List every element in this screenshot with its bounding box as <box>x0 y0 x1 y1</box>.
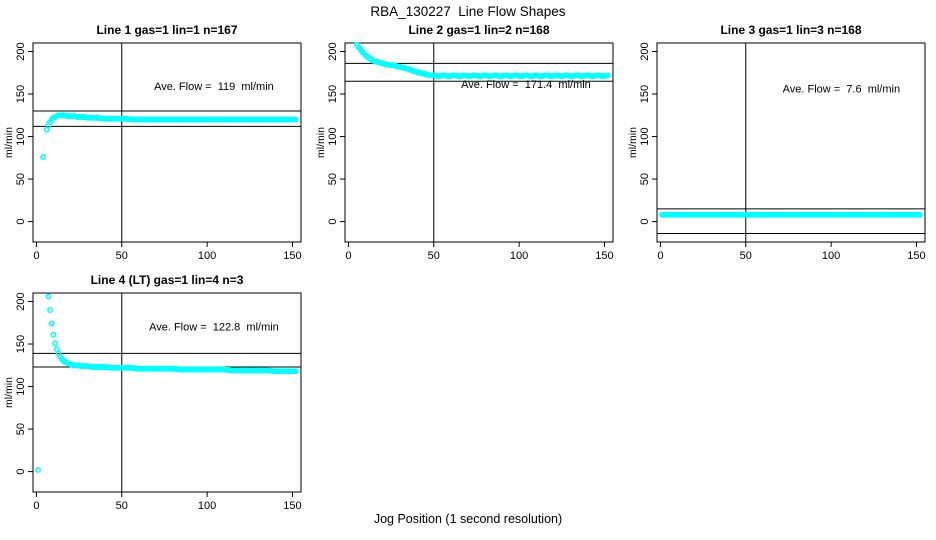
data-point <box>48 320 55 327</box>
plot-box <box>344 42 614 243</box>
y-axis-label: ml/min <box>627 127 639 158</box>
x-tick-label: 0 <box>657 250 663 262</box>
data-point <box>50 331 57 338</box>
y-tick-label: 50 <box>327 173 339 185</box>
subplot-title: Line 4 (LT) gas=1 lin=4 n=3 <box>91 273 244 287</box>
x-tick-label: 50 <box>116 250 128 262</box>
data-point <box>916 211 923 218</box>
x-tick-label: 100 <box>822 250 840 262</box>
subplot-title: Line 2 gas=1 lin=2 n=168 <box>408 23 549 37</box>
data-point <box>52 340 59 347</box>
x-tick-label: 150 <box>283 500 301 512</box>
y-tick-label: 50 <box>15 173 27 185</box>
data-point <box>40 154 47 160</box>
data-points <box>35 293 299 473</box>
plot-box <box>32 42 302 243</box>
x-tick-label: 0 <box>345 250 351 262</box>
subplot-2: Line 2 gas=1 lin=2 n=168 0 50 100 150 0 50 100 1… <box>315 23 614 262</box>
y-tick-label: 0 <box>15 219 27 225</box>
data-points <box>353 41 611 80</box>
data-point <box>292 116 299 123</box>
y-tick-label: 100 <box>639 127 651 145</box>
y-axis-label: ml/min <box>3 127 15 158</box>
data-point <box>35 466 42 473</box>
y-tick-label: 150 <box>327 85 339 103</box>
data-point <box>604 72 611 79</box>
y-tick-label: 100 <box>15 377 27 395</box>
y-tick-label: 150 <box>15 85 27 103</box>
x-tick-label: 150 <box>907 250 925 262</box>
x-tick-label: 100 <box>198 250 216 262</box>
subplot-4: Line 4 (LT) gas=1 lin=4 n=3 0 50 100 150 0 50 1… <box>3 273 302 512</box>
plot-box <box>32 292 302 493</box>
data-point <box>45 293 52 300</box>
ave-flow-annotation: Ave. Flow = 7.6 ml/min <box>783 83 900 95</box>
x-tick-label: 50 <box>116 500 128 512</box>
y-tick-label: 150 <box>15 335 27 353</box>
y-tick-label: 100 <box>327 127 339 145</box>
x-tick-label: 50 <box>428 250 440 262</box>
x-tick-label: 0 <box>33 500 39 512</box>
ave-flow-annotation: Ave. Flow = 122.8 ml/min <box>149 321 279 333</box>
ave-flow-annotation: Ave. Flow = 119 ml/min <box>154 81 274 93</box>
y-tick-label: 50 <box>639 173 651 185</box>
x-tick-label: 150 <box>283 250 301 262</box>
subplot-title: Line 3 gas=1 lin=3 n=168 <box>720 23 861 37</box>
y-tick-label: 100 <box>15 127 27 145</box>
y-axis-label: ml/min <box>315 127 327 158</box>
subplot-title: Line 1 gas=1 lin=1 n=167 <box>96 23 237 37</box>
y-tick-label: 150 <box>639 85 651 103</box>
y-tick-label: 0 <box>327 219 339 225</box>
data-point <box>47 307 54 313</box>
ave-flow-annotation: Ave. Flow = 171.4 ml/min <box>461 79 591 91</box>
y-tick-label: 200 <box>327 42 339 60</box>
y-tick-label: 200 <box>639 42 651 60</box>
x-axis-label: Jog Position (1 second resolution) <box>373 512 563 526</box>
subplot-1: Line 1 gas=1 lin=1 n=167 0 50 100 150 0 50 100 1… <box>3 23 302 262</box>
x-tick-label: 100 <box>198 500 216 512</box>
data-points <box>659 211 923 218</box>
y-tick-label: 0 <box>15 469 27 475</box>
plot-box <box>656 42 926 243</box>
y-axis-label: ml/min <box>3 377 15 408</box>
y-tick-label: 200 <box>15 292 27 310</box>
y-tick-label: 50 <box>15 423 27 435</box>
main-title: RBA_130227 Line Flow Shapes <box>370 4 566 19</box>
y-tick-label: 0 <box>639 219 651 225</box>
x-tick-label: 50 <box>740 250 752 262</box>
x-tick-label: 100 <box>510 250 528 262</box>
subplot-3: Line 3 gas=1 lin=3 n=168 0 50 100 150 0 50 100 1… <box>627 23 926 262</box>
data-point <box>292 368 299 375</box>
x-tick-label: 0 <box>33 250 39 262</box>
y-tick-label: 200 <box>15 42 27 60</box>
data-points <box>40 112 299 160</box>
x-tick-label: 150 <box>595 250 613 262</box>
